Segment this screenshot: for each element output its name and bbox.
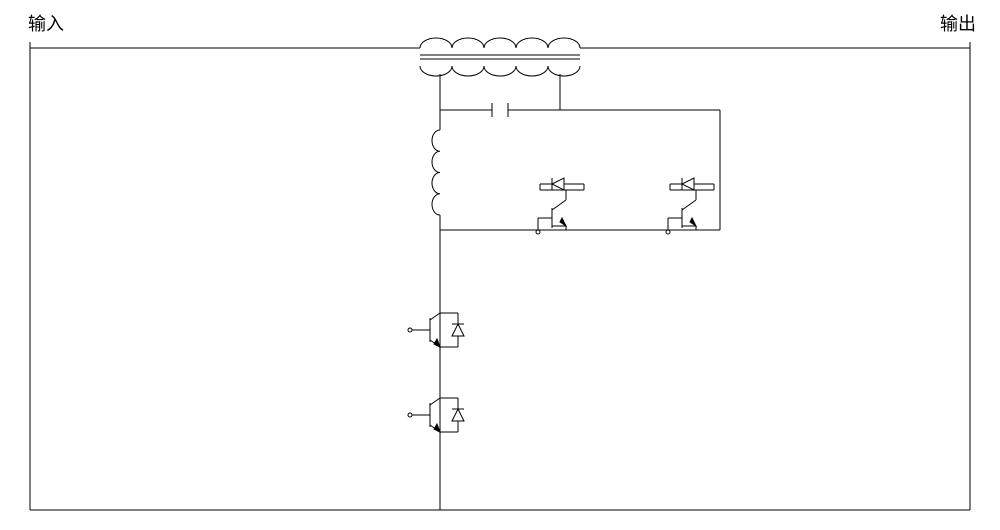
output-label: 输出 xyxy=(940,10,976,36)
circuit-diagram xyxy=(0,0,1000,530)
input-label: 输入 xyxy=(28,10,64,36)
